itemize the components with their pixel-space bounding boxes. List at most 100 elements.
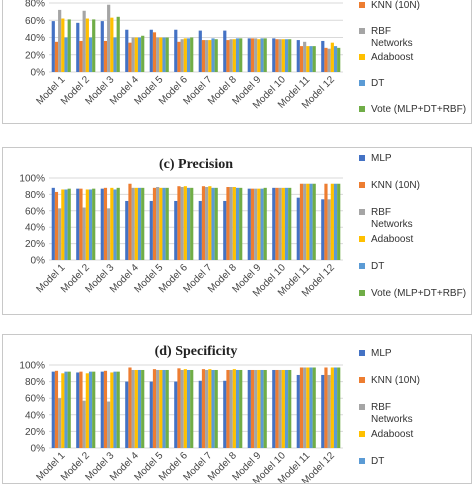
bar bbox=[205, 369, 209, 448]
legend-label: RBF Networks bbox=[371, 207, 413, 230]
bar bbox=[284, 369, 289, 448]
bar bbox=[177, 368, 181, 448]
bar bbox=[208, 186, 212, 260]
legend-swatch bbox=[359, 54, 365, 60]
bar bbox=[85, 18, 89, 72]
bar bbox=[116, 16, 120, 72]
y-tick-label: 60% bbox=[25, 394, 45, 405]
chart-title: (d) Specificity bbox=[155, 344, 238, 359]
bar bbox=[232, 39, 236, 72]
bar bbox=[92, 188, 96, 260]
bar bbox=[247, 369, 251, 448]
legend-label: DT bbox=[371, 261, 384, 272]
bar bbox=[67, 19, 71, 72]
legend-swatch bbox=[359, 80, 365, 86]
y-tick-label: 80% bbox=[25, 0, 45, 10]
legend-label: KNN (10N) bbox=[371, 180, 420, 191]
bar bbox=[79, 188, 83, 260]
bar bbox=[183, 186, 187, 260]
bar bbox=[284, 39, 289, 72]
legend-swatch bbox=[359, 458, 365, 464]
bar bbox=[211, 369, 215, 448]
bar bbox=[226, 369, 230, 448]
bar bbox=[235, 369, 240, 448]
bar bbox=[125, 381, 129, 448]
bar bbox=[79, 40, 83, 72]
bar bbox=[134, 369, 138, 448]
bar bbox=[275, 369, 279, 448]
bar bbox=[250, 188, 255, 260]
bar bbox=[327, 374, 331, 448]
bar bbox=[333, 46, 338, 72]
legend-label: Vote (MLP+DT+RBF) bbox=[371, 288, 466, 299]
bar bbox=[201, 40, 206, 72]
bar bbox=[100, 188, 104, 260]
y-tick-label: 40% bbox=[25, 223, 45, 234]
bar bbox=[324, 367, 328, 448]
bar bbox=[190, 369, 194, 448]
bar bbox=[110, 187, 114, 260]
bar bbox=[92, 19, 96, 72]
bar bbox=[82, 207, 86, 260]
bar bbox=[229, 369, 233, 448]
bar bbox=[152, 369, 157, 448]
legend-swatch bbox=[359, 2, 365, 8]
bar bbox=[312, 183, 316, 260]
bar bbox=[321, 374, 325, 448]
legend-swatch bbox=[359, 431, 365, 437]
bar bbox=[223, 30, 227, 72]
bar bbox=[103, 40, 108, 72]
bar bbox=[156, 369, 160, 448]
legend-label: KNN (10N) bbox=[371, 0, 420, 11]
bar bbox=[337, 183, 341, 260]
bar bbox=[61, 18, 65, 72]
bar bbox=[51, 371, 55, 448]
y-tick-label: 60% bbox=[25, 16, 45, 27]
bar bbox=[159, 187, 163, 260]
bar bbox=[190, 37, 194, 72]
bar bbox=[306, 46, 310, 72]
bar bbox=[152, 32, 157, 72]
bar bbox=[198, 380, 202, 448]
bar bbox=[152, 187, 157, 260]
legend-swatch bbox=[359, 106, 365, 112]
bar bbox=[327, 48, 331, 72]
bar bbox=[180, 187, 184, 260]
bar bbox=[239, 187, 243, 260]
bar bbox=[82, 400, 86, 448]
bar bbox=[100, 371, 104, 448]
bar bbox=[165, 187, 169, 260]
bar bbox=[107, 401, 111, 448]
legend-swatch bbox=[359, 350, 365, 356]
bar bbox=[214, 187, 218, 260]
legend-swatch bbox=[359, 377, 365, 383]
bar bbox=[51, 21, 55, 72]
legend-swatch bbox=[359, 209, 365, 215]
bar bbox=[208, 40, 212, 72]
y-tick-label: 0% bbox=[31, 444, 46, 455]
bar bbox=[330, 367, 334, 448]
bar bbox=[321, 199, 325, 260]
bar bbox=[296, 374, 300, 448]
bar bbox=[205, 187, 209, 260]
bar bbox=[79, 371, 83, 448]
bar bbox=[250, 369, 255, 448]
bar bbox=[303, 183, 307, 260]
legend-swatch bbox=[359, 404, 365, 410]
bar bbox=[103, 187, 108, 260]
bar bbox=[303, 41, 307, 72]
bar bbox=[141, 369, 145, 448]
bar bbox=[288, 187, 292, 260]
bar bbox=[272, 187, 276, 260]
bar bbox=[51, 187, 55, 260]
legend-label: Adaboost bbox=[371, 52, 413, 63]
bar bbox=[58, 208, 62, 260]
bar bbox=[110, 17, 114, 73]
bar bbox=[162, 369, 166, 448]
bar bbox=[159, 37, 163, 72]
bar bbox=[186, 187, 191, 260]
legend-label: RBF Networks bbox=[371, 26, 413, 49]
bar bbox=[125, 29, 129, 72]
bar bbox=[281, 369, 285, 448]
bar bbox=[263, 187, 267, 260]
